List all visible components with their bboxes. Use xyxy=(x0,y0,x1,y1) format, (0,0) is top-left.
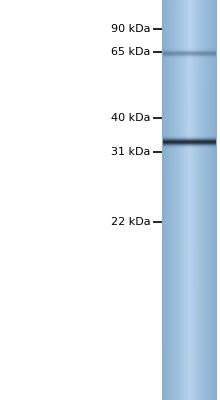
Text: 40 kDa: 40 kDa xyxy=(111,113,151,123)
Text: 22 kDa: 22 kDa xyxy=(111,217,151,227)
Text: 90 kDa: 90 kDa xyxy=(111,24,151,34)
Text: 31 kDa: 31 kDa xyxy=(111,147,151,157)
Text: 65 kDa: 65 kDa xyxy=(111,47,151,57)
